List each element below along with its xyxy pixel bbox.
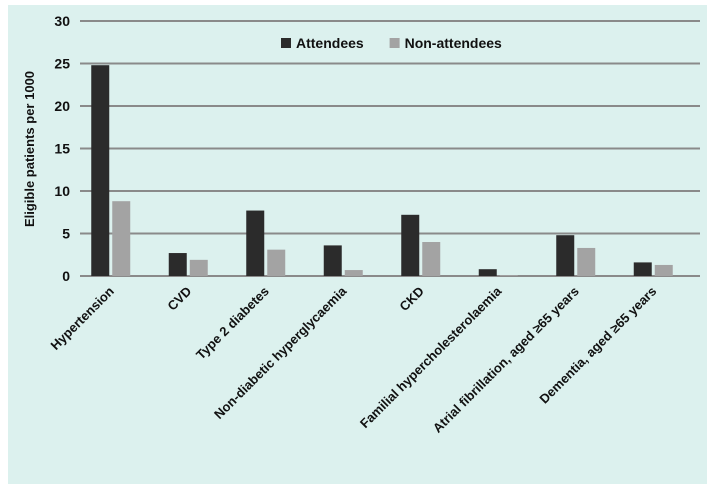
bar-non-attendees-3	[344, 270, 363, 276]
x-tick-label: Non-diabetic hyperglycaemia	[211, 283, 350, 422]
y-axis-label: Eligible patients per 1000	[22, 71, 37, 227]
legend: Attendees Non-attendees	[281, 35, 502, 51]
x-tick-label: CVD	[164, 284, 194, 314]
bar-attendees-0	[91, 65, 110, 276]
y-tick-labels: 0 5 10 15 20 25 30	[54, 13, 70, 284]
bar-attendees-7	[633, 262, 652, 276]
y-tick-label: 30	[54, 13, 70, 29]
bar-attendees-4	[401, 214, 420, 276]
gridlines	[80, 20, 700, 277]
y-tick-label: 5	[62, 226, 70, 242]
x-tick-label: Hypertension	[48, 283, 117, 352]
x-tick-label: Type 2 diabetes	[193, 284, 272, 363]
bar-non-attendees-6	[577, 247, 596, 276]
bar-non-attendees-7	[654, 264, 673, 276]
bar-non-attendees-5	[499, 275, 518, 276]
y-tick-label: 10	[54, 183, 70, 199]
legend-swatch	[389, 38, 400, 48]
y-tick-label: 0	[62, 268, 70, 284]
legend-swatch	[281, 38, 291, 48]
legend-label: Non-attendees	[405, 35, 502, 51]
bar-attendees-2	[246, 210, 265, 276]
y-tick-label: 25	[54, 56, 70, 72]
bar-non-attendees-4	[422, 242, 441, 276]
legend-label: Attendees	[296, 35, 364, 51]
bar-non-attendees-2	[267, 249, 286, 276]
bars	[91, 65, 673, 276]
bar-non-attendees-1	[189, 259, 208, 276]
x-tick-label: Atrial fibrillation, aged ≥65 years	[430, 284, 582, 436]
bar-attendees-5	[478, 269, 497, 276]
x-tick-label: CKD	[396, 284, 427, 315]
x-tick-label: Familial hypercholesterolaemia	[357, 283, 505, 431]
bar-attendees-3	[323, 245, 342, 276]
bar-attendees-1	[168, 253, 187, 276]
bar-non-attendees-0	[112, 201, 131, 276]
y-tick-label: 20	[54, 98, 70, 114]
y-tick-label: 15	[54, 141, 70, 157]
bar-attendees-6	[556, 235, 575, 276]
